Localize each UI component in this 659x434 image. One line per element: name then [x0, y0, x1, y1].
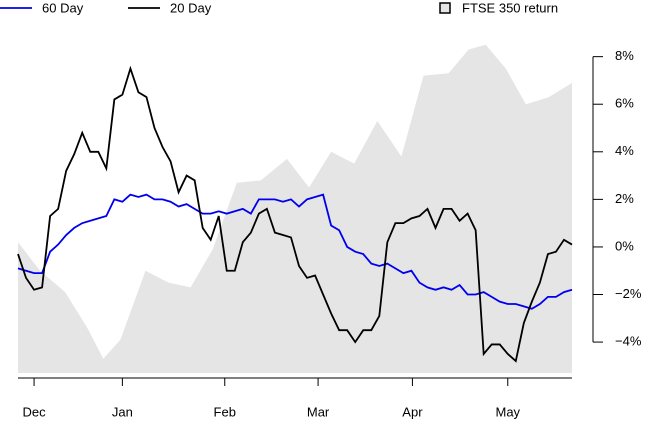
y-tick-label: 0% — [615, 238, 634, 253]
x-tick-label: Mar — [307, 404, 330, 419]
y-tick-label: −4% — [615, 334, 642, 349]
legend-label: 60 Day — [42, 0, 84, 15]
y-tick-label: 6% — [615, 96, 634, 111]
line — [17, 65, 573, 363]
x-tick-label: May — [495, 404, 520, 419]
legend-swatch — [439, 2, 451, 14]
y-tick-label: 2% — [615, 191, 634, 206]
y-tick-label: 4% — [615, 143, 634, 158]
x-tick-label: Dec — [22, 404, 46, 419]
area — [18, 44, 572, 373]
legend-label: FTSE 350 return — [462, 0, 558, 15]
x-tick-label: Feb — [214, 404, 236, 419]
x-tick-label: Apr — [402, 404, 423, 419]
x-tick-label: Jan — [112, 404, 133, 419]
legend-label: 20 Day — [170, 0, 212, 15]
y-tick-label: 8% — [615, 48, 634, 63]
y-tick-label: −2% — [615, 286, 642, 301]
